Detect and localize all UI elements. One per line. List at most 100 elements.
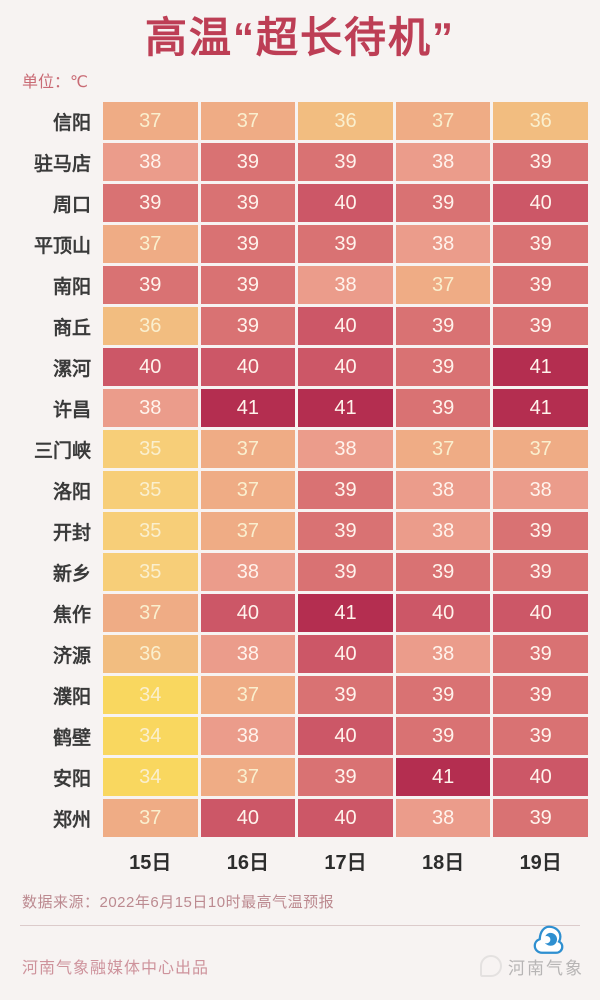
temp-cell: 39	[493, 553, 588, 592]
temp-cell: 37	[200, 471, 296, 510]
city-label: 安阳	[52, 768, 91, 790]
date-header: 15日	[129, 852, 172, 875]
temp-cell: 37	[103, 594, 198, 633]
temp-cell: 39	[298, 676, 393, 715]
temp-cell: 36	[493, 102, 588, 141]
city-label: 郑州	[52, 809, 91, 831]
date-header-spacer	[14, 846, 100, 875]
temp-cell: 40	[298, 184, 393, 223]
temp-cell: 39	[395, 717, 491, 756]
temp-cell: 38	[200, 553, 296, 592]
divider	[20, 925, 580, 927]
temp-cell: 38	[103, 143, 198, 182]
temp-cell: 40	[493, 758, 588, 797]
temp-cell: 38	[200, 635, 296, 674]
temp-cell: 37	[200, 102, 296, 141]
temp-cell: 41	[493, 389, 588, 428]
temp-cell: 39	[298, 225, 393, 264]
temp-cell: 39	[298, 553, 393, 592]
temp-cell: 38	[395, 225, 491, 264]
temp-cell: 38	[395, 635, 491, 674]
temp-cell: 39	[493, 225, 588, 264]
date-header-row: 15日 16日 17日 18日 19日	[0, 846, 600, 875]
temp-cell: 39	[493, 717, 588, 756]
temp-cell: 35	[103, 471, 198, 510]
temp-cell: 39	[395, 389, 491, 428]
city-label: 漯河	[52, 358, 91, 380]
temp-cell: 39	[298, 758, 393, 797]
temp-cell: 40	[200, 348, 296, 387]
temp-cell: 35	[103, 512, 198, 551]
temp-cell: 41	[298, 389, 393, 428]
temp-cell: 40	[200, 594, 296, 633]
temp-cell: 39	[298, 471, 393, 510]
temp-cell: 40	[200, 799, 296, 838]
temp-cell: 38	[395, 143, 491, 182]
temp-cell: 39	[493, 635, 588, 674]
temp-cell: 39	[493, 143, 588, 182]
temp-cell: 39	[395, 348, 491, 387]
temp-cell: 39	[200, 225, 296, 264]
cloud-logo-icon	[533, 925, 564, 955]
temp-cell: 39	[200, 184, 296, 223]
temp-cell: 39	[395, 553, 491, 592]
city-label: 南阳	[52, 276, 91, 298]
temp-cell: 40	[298, 348, 393, 387]
temp-cell: 37	[395, 430, 491, 469]
temp-cell: 34	[103, 717, 198, 756]
temp-cell: 38	[298, 266, 393, 305]
temp-cell: 39	[395, 307, 491, 346]
temp-cell: 37	[103, 799, 198, 838]
page-title: 高温“超长待机”	[144, 14, 455, 61]
temp-cell: 40	[493, 594, 588, 633]
temp-cell: 40	[298, 307, 393, 346]
temp-cell: 36	[103, 307, 198, 346]
temp-cell: 38	[103, 389, 198, 428]
city-label: 开封	[52, 522, 91, 544]
date-header: 17日	[324, 852, 367, 875]
temp-cell: 38	[395, 799, 491, 838]
temp-cell: 39	[395, 676, 491, 715]
city-label: 洛阳	[52, 481, 91, 503]
temp-cell: 38	[395, 512, 491, 551]
temp-cell: 39	[103, 266, 198, 305]
city-label: 许昌	[52, 399, 91, 421]
temp-cell: 41	[493, 348, 588, 387]
city-label: 信阳	[52, 112, 91, 134]
temp-cell: 39	[103, 184, 198, 223]
city-label: 周口	[52, 194, 91, 216]
temp-cell: 37	[200, 676, 296, 715]
temp-cell: 41	[298, 594, 393, 633]
footer-row: 河南气象融媒体中心出品 河南气象	[0, 925, 600, 986]
temp-cell: 40	[298, 635, 393, 674]
temp-cell: 39	[493, 799, 588, 838]
ghost-logo-icon	[480, 955, 502, 978]
date-header: 16日	[226, 852, 270, 875]
temp-cell: 41	[395, 758, 491, 797]
temp-cell: 39	[200, 266, 296, 305]
temp-cell: 37	[200, 430, 296, 469]
temp-cell: 37	[493, 430, 588, 469]
temp-cell: 39	[298, 512, 393, 551]
temp-cell: 37	[103, 225, 198, 264]
city-label: 驻马店	[33, 153, 91, 175]
temp-cell: 35	[103, 430, 198, 469]
temp-cell: 40	[493, 184, 588, 223]
temp-cell: 34	[103, 676, 198, 715]
city-label: 商丘	[52, 317, 91, 339]
temp-cell: 39	[493, 512, 588, 551]
temp-cell: 39	[493, 266, 588, 305]
temp-cell: 40	[298, 717, 393, 756]
source-note: 数据来源：2022年6月15日10时最高气温预报	[22, 894, 335, 912]
temp-cell: 38	[493, 471, 588, 510]
city-label: 鹤壁	[52, 727, 91, 749]
city-label: 三门峡	[33, 440, 91, 462]
temp-cell: 39	[493, 307, 588, 346]
temp-cell: 35	[103, 553, 198, 592]
city-label: 濮阳	[52, 686, 91, 708]
date-header: 18日	[421, 852, 465, 875]
temp-cell: 40	[103, 348, 198, 387]
temp-cell: 39	[298, 143, 393, 182]
temperature-grid: 信阳 37 37 36 37 36 驻马店 38 39 39 38 39 周口 39 39 40 39 40 平顶山…	[0, 102, 600, 838]
